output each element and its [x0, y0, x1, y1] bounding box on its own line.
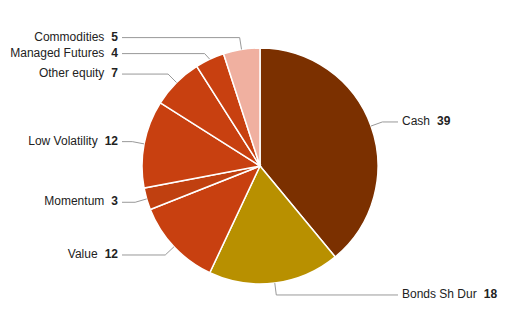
chart: Cash 39 Bonds Sh Dur 18 Value 12 Momentum 3 Low … — [0, 0, 520, 329]
leader-line — [122, 54, 210, 60]
slice-labels: Cash 39 Bonds Sh Dur 18 Value 12 Momentum 3 Low … — [10, 30, 497, 301]
slice-label-value: 5 — [111, 30, 118, 44]
pie-chart: Cash 39 Bonds Sh Dur 18 Value 12 Momentum 3 Low … — [0, 0, 520, 329]
leader-line — [122, 38, 242, 50]
slice-label: Bonds Sh Dur 18 — [402, 287, 497, 301]
slice-label: Low Volatility 12 — [28, 134, 118, 148]
slice-label-value: 39 — [437, 114, 451, 128]
leader-line — [371, 122, 398, 126]
slice-label: Cash 39 — [402, 114, 451, 128]
slice-label: Other equity 7 — [39, 66, 118, 80]
slice-label-value: 12 — [105, 247, 119, 261]
slice-label: Momentum 3 — [44, 194, 118, 208]
slice-label-category: Momentum — [44, 194, 104, 208]
slice-label: Value 12 — [68, 247, 118, 261]
page: {"chart_data": {"type": "pie", "categori… — [0, 0, 520, 329]
slice-label-category: Low Volatility — [28, 134, 97, 148]
slice-label-value: 4 — [111, 46, 118, 60]
slice-label-category: Cash — [402, 114, 430, 128]
slice-label-value: 12 — [105, 134, 119, 148]
leader-line — [275, 283, 398, 295]
slice-label-value: 18 — [484, 287, 498, 301]
slices — [142, 48, 378, 284]
slice-label-category: Managed Futures — [10, 46, 104, 60]
leader-line — [122, 74, 177, 82]
slice-label: Managed Futures 4 — [10, 46, 118, 60]
background — [0, 0, 520, 329]
slice-label-value: 3 — [111, 194, 118, 208]
slice-label-category: Value — [68, 247, 98, 261]
slice-label-category: Other equity — [39, 66, 104, 80]
leader-line — [122, 142, 144, 144]
leader-line — [122, 247, 174, 255]
slice — [224, 48, 260, 166]
leader-lines — [122, 38, 398, 295]
leader-line — [122, 199, 147, 202]
slice-label-value: 7 — [111, 66, 118, 80]
slice-label-category: Bonds Sh Dur — [402, 287, 477, 301]
slice-label-category: Commodities — [34, 30, 104, 44]
slice-label: Commodities 5 — [34, 30, 118, 44]
